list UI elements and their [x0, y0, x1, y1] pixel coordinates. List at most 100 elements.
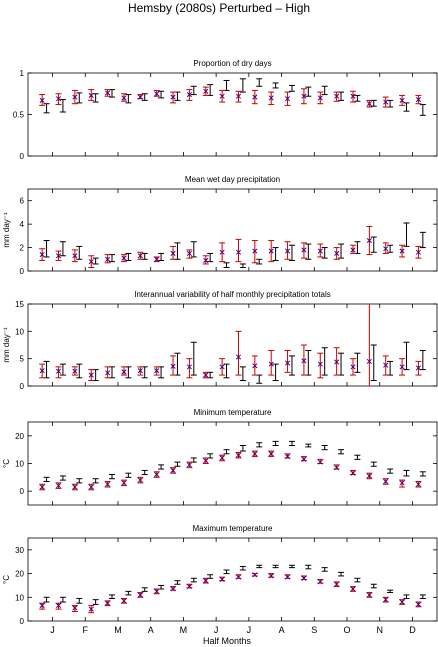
mean-marker: [235, 93, 242, 99]
series-red: [39, 304, 422, 386]
mean-marker: [366, 592, 372, 598]
mean-marker: [252, 572, 258, 578]
mean-marker: [268, 573, 274, 579]
mean-marker: [285, 454, 291, 460]
mean-marker: [235, 249, 242, 255]
mean-marker: [383, 362, 389, 368]
mean-marker: [285, 574, 291, 580]
mean-marker: [301, 456, 307, 462]
mean-marker: [317, 579, 323, 585]
x-axis-label: Half Months: [203, 636, 252, 646]
mean-marker: [121, 255, 127, 261]
mean-marker: [399, 248, 405, 254]
mean-marker: [55, 603, 62, 609]
panel-title: Interannual variability of half monthly …: [134, 290, 331, 299]
mean-marker: [350, 364, 356, 370]
mean-marker: [121, 480, 127, 486]
series-red: [39, 572, 422, 614]
mean-marker: [186, 364, 192, 370]
mean-marker: [350, 247, 356, 253]
y-axis-label: °C: [2, 575, 11, 584]
y-tick-label: 10: [15, 460, 24, 469]
mean-marker: [186, 462, 192, 468]
mean-marker: [366, 358, 372, 364]
mean-marker: [55, 253, 62, 259]
mean-marker: [88, 372, 94, 378]
mean-marker: [219, 576, 225, 583]
mean-marker: [415, 481, 421, 487]
mean-marker: [137, 368, 143, 374]
mean-marker: [170, 363, 176, 369]
mean-marker: [235, 574, 242, 580]
series-black: [43, 564, 426, 605]
mean-marker: [203, 372, 209, 378]
month-label: M: [180, 625, 188, 635]
month-label: M: [114, 625, 122, 635]
series-red: [39, 450, 422, 491]
mean-marker: [186, 250, 192, 256]
mean-marker: [366, 101, 372, 107]
mean-marker: [317, 459, 323, 465]
y-tick-label: 4: [20, 220, 25, 229]
mean-marker: [105, 90, 111, 96]
mean-marker: [301, 358, 307, 364]
y-tick-label: 5: [20, 355, 25, 364]
mean-marker: [186, 584, 192, 590]
y-tick-label: 0: [20, 382, 25, 391]
mean-marker: [88, 606, 94, 612]
panel-title: Minimum temperature: [194, 408, 272, 417]
mean-marker: [399, 97, 405, 103]
y-axis-label: mm day⁻¹: [2, 327, 11, 363]
month-label: O: [344, 625, 351, 635]
mean-marker: [203, 578, 209, 584]
mean-marker: [399, 364, 405, 370]
mean-marker: [252, 248, 258, 254]
y-tick-label: 0: [20, 487, 25, 496]
panel-4: Minimum temperature 0 10 20 °C: [2, 408, 438, 506]
mean-marker: [334, 250, 340, 256]
panel-title: Proportion of dry days: [193, 59, 271, 68]
y-tick-label: 15: [15, 300, 24, 309]
mean-marker: [137, 94, 143, 100]
mean-marker: [186, 92, 192, 98]
panels: Proportion of dry days 0 0.5 1 Mean wet day …: [2, 59, 438, 626]
mean-marker: [366, 473, 372, 479]
mean-marker: [383, 99, 389, 105]
mean-marker: [252, 94, 258, 100]
mean-marker: [121, 369, 127, 375]
mean-marker: [252, 451, 258, 457]
y-tick-label: 10: [15, 327, 24, 336]
mean-marker: [39, 252, 45, 258]
mean-marker: [285, 96, 291, 102]
mean-marker: [219, 364, 225, 370]
panel-3: Interannual variability of half monthly …: [2, 290, 438, 391]
mean-marker: [154, 472, 160, 478]
series-marks: [39, 304, 426, 386]
mean-marker: [285, 360, 291, 366]
mean-marker: [72, 253, 78, 259]
series-black: [43, 222, 426, 268]
y-tick-label: 0.5: [13, 111, 25, 120]
mean-marker: [154, 91, 160, 97]
series-red: [39, 225, 422, 268]
mean-marker: [268, 451, 274, 457]
plot-frame: [27, 537, 438, 622]
series-black: [43, 78, 426, 116]
mean-marker: [268, 248, 274, 254]
y-tick-label: 0: [20, 267, 25, 276]
mean-marker: [252, 363, 258, 369]
mean-marker: [235, 354, 242, 360]
plot-frame: [27, 421, 438, 506]
series-marks: [39, 440, 426, 491]
mean-marker: [88, 484, 94, 490]
mean-marker: [301, 575, 307, 581]
mean-marker: [399, 599, 405, 605]
mean-marker: [285, 248, 291, 254]
mean-marker: [72, 484, 78, 490]
mean-marker: [219, 455, 225, 461]
mean-marker: [105, 256, 111, 262]
mean-marker: [334, 359, 340, 365]
mean-marker: [317, 248, 323, 254]
month-label: J: [247, 625, 252, 635]
mean-marker: [301, 247, 307, 253]
